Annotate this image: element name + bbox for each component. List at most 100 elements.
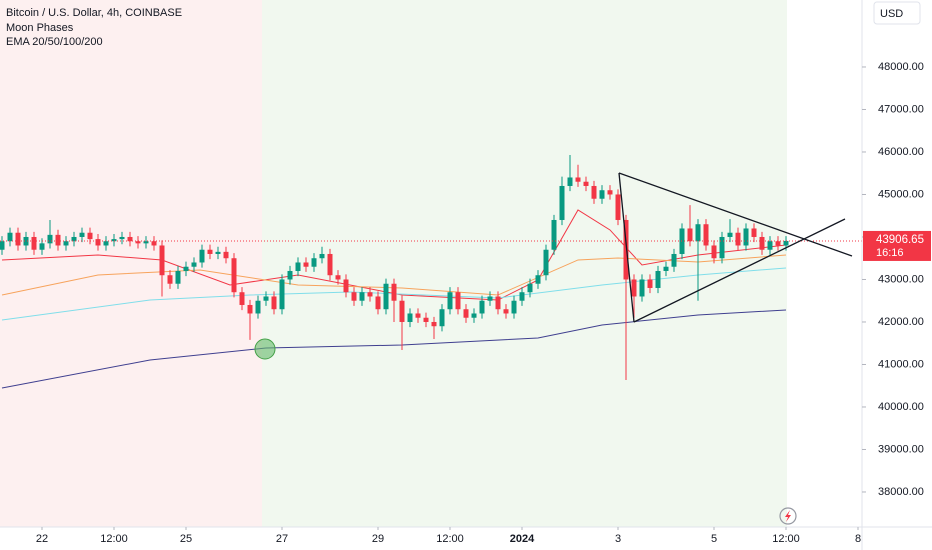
candle-body — [399, 300, 405, 322]
x-tick-label: 2024 — [510, 533, 535, 545]
candle-body — [55, 234, 61, 246]
candle-body — [359, 292, 365, 301]
candle-body — [0, 241, 5, 250]
y-tick-label: 43000.00 — [878, 273, 924, 285]
candle-body — [95, 239, 101, 246]
indicator: EMA 20/50/100/200 — [6, 36, 103, 48]
candle-body — [375, 296, 381, 310]
candle-body — [567, 177, 573, 186]
candle-body — [207, 249, 213, 254]
candle-body — [39, 243, 45, 250]
candle-body — [159, 245, 165, 276]
candle-body — [727, 232, 733, 237]
candle-body — [191, 262, 197, 267]
last-price-box — [863, 230, 931, 261]
candle-body — [255, 300, 261, 314]
candle-body — [695, 224, 701, 242]
x-tick-label: 8 — [855, 533, 861, 545]
triangle-upper — [618, 172, 853, 257]
candle-body — [455, 292, 461, 310]
candle-body — [223, 251, 229, 259]
candle-body — [271, 296, 277, 310]
candle-body — [479, 300, 485, 314]
candle-body — [247, 304, 253, 314]
candle-body — [239, 292, 245, 305]
x-tick-label: 3 — [615, 533, 621, 545]
candle-body — [391, 283, 397, 301]
candle-body — [303, 262, 309, 267]
currency-button[interactable] — [873, 1, 921, 25]
y-tick-label: 45000.00 — [878, 188, 924, 200]
ema-line — [1, 267, 787, 321]
candle-body — [503, 309, 509, 314]
candle-body — [647, 279, 653, 288]
chart-title: Bitcoin / U.S. Dollar, 4h, COINBASE — [6, 7, 182, 19]
candle-body — [287, 270, 293, 280]
candle-body — [151, 241, 157, 246]
y-tick-label: 47000.00 — [878, 103, 924, 115]
ema-line — [1, 309, 787, 389]
candle-body — [535, 275, 541, 284]
candle-body — [167, 275, 173, 284]
indicator: Moon Phases — [6, 22, 74, 34]
candle-body — [783, 240, 789, 246]
candle-body — [103, 241, 109, 246]
triangle-lower — [633, 218, 846, 323]
candle-body — [311, 258, 317, 267]
candle-body — [295, 262, 301, 271]
candle-body — [263, 296, 269, 301]
candle-body — [743, 228, 749, 246]
candle-body — [663, 266, 669, 271]
x-tick-label: 5 — [711, 533, 717, 545]
candle-body — [351, 292, 357, 301]
candle-body — [679, 228, 685, 254]
triangle-side — [618, 172, 635, 323]
candle-body — [639, 279, 645, 297]
candle-body — [31, 236, 37, 250]
currency: USD — [880, 8, 903, 20]
candle-body — [63, 241, 69, 246]
candle-body — [175, 270, 181, 284]
y-tick-label: 41000.00 — [878, 358, 924, 370]
countdown: 16:16 — [876, 247, 904, 259]
candle-body — [79, 232, 85, 237]
candle-body — [463, 309, 469, 318]
candle-body — [127, 236, 133, 242]
candle-body — [703, 224, 709, 246]
candle-body — [583, 181, 589, 186]
candle-body — [199, 249, 205, 263]
candle-body — [527, 283, 533, 293]
x-tick-label: 29 — [372, 533, 384, 545]
candle-body — [615, 194, 621, 220]
candle-body — [183, 266, 189, 271]
candle-body — [623, 219, 629, 280]
candle-body — [447, 292, 453, 310]
candle-body — [231, 258, 237, 293]
candle-body — [687, 228, 693, 242]
candle-body — [775, 241, 781, 246]
x-tick-label: 12:00 — [436, 533, 464, 545]
candle-body — [15, 232, 21, 246]
candle-body — [471, 313, 477, 318]
candle-body — [559, 185, 565, 220]
candle-body — [655, 270, 661, 288]
candle-body — [711, 245, 717, 259]
candle-body — [343, 279, 349, 293]
candle-body — [7, 232, 13, 242]
candle-body — [439, 309, 445, 327]
moon-phase-bg-red — [0, 0, 262, 527]
candle-body — [751, 228, 757, 237]
candle-body — [543, 249, 549, 276]
lightning-icon[interactable] — [779, 507, 797, 525]
candle-body — [47, 234, 53, 244]
candle-body — [495, 296, 501, 310]
candle-body — [367, 292, 373, 297]
moon-phase-marker — [254, 338, 276, 360]
y-tick-label: 46000.00 — [878, 146, 924, 158]
candle-body — [135, 241, 141, 244]
candle-body — [87, 232, 93, 240]
candle-body — [735, 232, 741, 246]
candle-body — [215, 251, 221, 254]
x-tick-label: 12:00 — [100, 533, 128, 545]
